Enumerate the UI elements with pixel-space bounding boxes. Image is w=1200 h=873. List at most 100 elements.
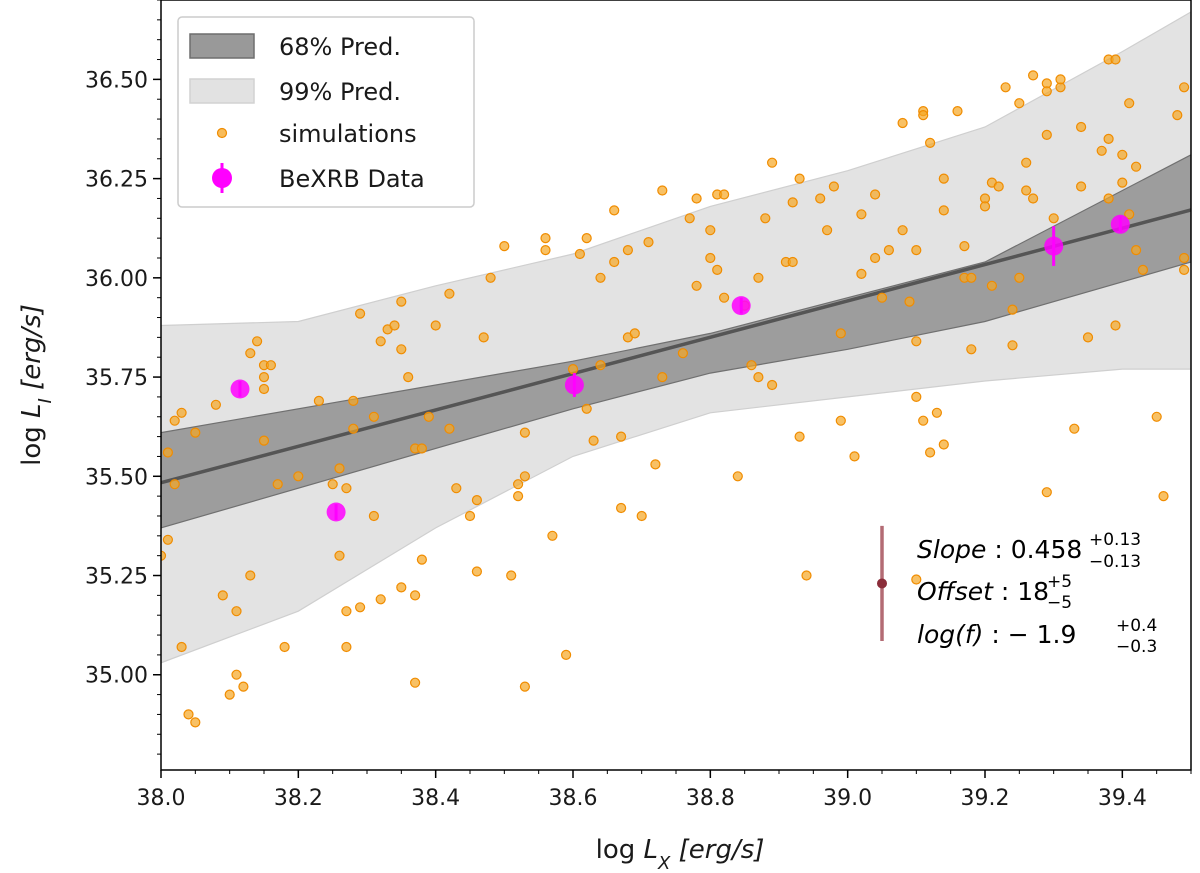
simulation-point [1082,332,1094,343]
x-axis-label-prefix: log [596,835,636,865]
simulation-point [471,566,482,577]
simulation-point [718,292,730,303]
prediction-band-99 [161,11,1191,664]
simulation-point [190,717,201,728]
simulation-point [169,415,180,426]
simulation-point [595,360,606,371]
legend-label-simulations: simulations [279,120,417,148]
legend-swatch-68 [189,33,255,59]
simulation-point [636,510,647,522]
simulation-point [581,233,592,244]
bexrb-data-point [564,375,584,395]
simulation-point [217,590,228,601]
simulation-point [444,288,455,299]
simulation-point [1021,157,1032,168]
simulation-point [705,252,716,264]
simulation-point [794,173,805,184]
simulation-point [1137,264,1149,275]
simulation-point [190,427,201,438]
simulation-point [1172,109,1183,121]
x-tick-label: 38.4 [411,786,460,811]
simulation-point [540,233,551,244]
y-axis-label-unit: [erg/s] [17,304,47,390]
simulation-point [341,483,352,494]
simulation-point [643,237,654,248]
simulation-point [231,669,242,680]
simulation-point [787,256,798,268]
simulation-point [622,245,634,256]
simulation-point [869,189,881,200]
simulation-point [334,463,345,474]
slope-label: Slope [917,535,986,564]
simulation-point [451,483,462,494]
band-68-layer [161,154,1191,529]
simulation-point [368,510,379,522]
simulation-point [966,272,977,283]
simulation-point [650,459,661,470]
simulation-point [897,225,908,236]
best-fit-line [161,208,1191,485]
logf-lower: −0.3 [1116,637,1157,657]
simulation-point [1048,213,1059,224]
simulation-point [918,109,929,121]
simulation-point [1151,411,1162,422]
simulation-point [876,292,888,303]
simulation-point [712,264,723,275]
simulation-point [512,491,524,502]
simulation-point [595,272,606,283]
x-tick-label: 38.8 [686,786,735,811]
simulation-point [355,602,366,613]
simulation-point [1117,177,1128,188]
simulation-point [176,407,187,418]
simulation-point [677,348,689,359]
legend-label-68: 68% Pred. [279,33,401,61]
simulation-point [478,332,489,343]
simulation-point [396,296,407,307]
simulation-point [1069,423,1080,434]
simulation-point [911,391,922,402]
simulation-point [416,443,427,454]
simulation-point [581,403,592,414]
intrinsic-scatter-marker [877,578,887,589]
simulation-point [856,268,867,279]
simulation-point [746,360,757,371]
simulation-point [657,372,668,383]
simulation-point [609,205,620,216]
simulation-point [375,594,386,605]
simulation-point [499,241,510,252]
x-axis-label-var: L [644,835,659,865]
offset-value: 18 [1017,577,1049,606]
simulation-point [1007,340,1018,351]
simulation-point [938,173,949,184]
y-axis-label: log LI [erg/s] [17,304,56,466]
band-99-layer [161,11,1191,664]
simulation-point [176,641,187,653]
simulation-point [574,248,586,260]
simulation-point [1178,82,1190,93]
simulation-point [547,530,558,541]
simulation-point [355,308,366,319]
simulation-point [794,431,805,442]
bexrb-data-layer [230,214,1130,522]
simulation-point [869,252,881,264]
y-tick-label: 35.25 [85,565,148,590]
simulation-point [938,439,949,450]
simulation-point [162,447,173,458]
simulation-point [396,582,407,593]
simulation-point [519,427,531,438]
simulation-point [252,336,263,347]
fit-statistics: Slope : 0.458 +0.13 −0.13 Offset : 18 +5… [917,530,1157,657]
simulation-point [258,383,270,395]
simulation-point [938,205,949,216]
y-tick-label: 35.50 [85,465,148,490]
simulation-point [766,157,778,168]
simulation-point [567,364,579,375]
simulation-point [1007,304,1018,315]
slope-upper: +0.13 [1089,530,1141,550]
simulation-point [293,471,304,482]
simulation-point [1021,185,1032,196]
x-tick-label: 38.2 [274,786,323,811]
intrinsic-errorbar-layer [877,525,887,642]
simulation-point [485,272,496,283]
